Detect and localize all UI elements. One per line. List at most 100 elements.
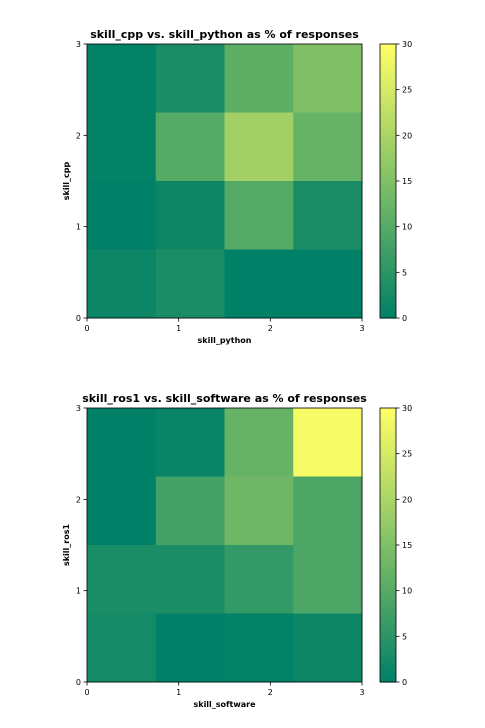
colorbar-segment bbox=[380, 526, 396, 532]
colorbar-tick-label: 20 bbox=[402, 495, 412, 504]
x-axis-label: skill_software bbox=[193, 700, 256, 709]
colorbar-segment bbox=[380, 522, 396, 528]
colorbar-segment bbox=[380, 240, 396, 246]
colorbar-tick-label: 0 bbox=[402, 314, 407, 323]
colorbar-tick-label: 10 bbox=[402, 223, 412, 232]
colorbar-segment bbox=[380, 222, 396, 228]
colorbar-segment bbox=[380, 57, 396, 63]
colorbar-segment bbox=[380, 618, 396, 624]
heatmap-cell bbox=[87, 44, 157, 113]
colorbar-segment bbox=[380, 531, 396, 537]
colorbar-segment bbox=[380, 613, 396, 619]
colorbar-segment bbox=[380, 417, 396, 423]
colorbar-segment bbox=[380, 444, 396, 450]
colorbar-segment bbox=[380, 254, 396, 260]
colorbar-segment bbox=[380, 554, 396, 560]
colorbar-segment bbox=[380, 558, 396, 564]
heatmap-cell bbox=[224, 249, 294, 319]
heatmap-cell bbox=[87, 476, 157, 546]
heatmap-cell bbox=[155, 545, 225, 614]
colorbar-segment bbox=[380, 535, 396, 542]
colorbar-segment bbox=[380, 185, 396, 191]
heatmap-cell bbox=[87, 408, 157, 477]
x-tick-label: 3 bbox=[359, 324, 364, 333]
colorbar-segment bbox=[380, 299, 396, 305]
y-tick-label: 0 bbox=[76, 678, 81, 687]
colorbar-segment bbox=[380, 203, 396, 209]
y-tick-label: 3 bbox=[76, 404, 81, 413]
colorbar-segment bbox=[380, 308, 396, 315]
colorbar-tick-label: 30 bbox=[402, 404, 412, 413]
colorbar-segment bbox=[380, 167, 396, 173]
colorbar-segment bbox=[380, 121, 396, 127]
colorbar-segment bbox=[380, 408, 396, 414]
x-axis-label: skill_python bbox=[198, 336, 252, 345]
colorbar-segment bbox=[380, 208, 396, 214]
colorbar-segment bbox=[380, 439, 396, 446]
colorbar-segment bbox=[380, 622, 396, 628]
colorbar-segment bbox=[380, 139, 396, 146]
colorbar-segment bbox=[380, 153, 396, 159]
colorbar-segment bbox=[380, 627, 396, 633]
colorbar-segment bbox=[380, 590, 396, 596]
colorbar-segment bbox=[380, 98, 396, 104]
heatmap-cell bbox=[293, 545, 363, 614]
colorbar-segment bbox=[380, 503, 396, 510]
x-tick-label: 2 bbox=[268, 324, 273, 333]
colorbar-segment bbox=[380, 231, 396, 237]
heatmap-cell bbox=[224, 613, 294, 683]
colorbar-segment bbox=[380, 171, 396, 178]
heatmap-cell bbox=[224, 181, 294, 250]
colorbar-segment bbox=[380, 295, 396, 301]
colorbar-segment bbox=[380, 71, 396, 77]
colorbar-segment bbox=[380, 513, 396, 519]
colorbar-segment bbox=[380, 476, 396, 482]
y-tick-label: 3 bbox=[76, 40, 81, 49]
colorbar-segment bbox=[380, 267, 396, 273]
y-axis-label: skill_cpp bbox=[62, 161, 71, 200]
heatmap-cell bbox=[87, 112, 157, 182]
heatmap-chart-2: skill_ros1 vs. skill_software as % of re… bbox=[62, 392, 412, 709]
colorbar-segment bbox=[380, 53, 396, 59]
heatmap-cell bbox=[155, 181, 225, 250]
colorbar-segment bbox=[380, 412, 396, 418]
colorbar-segment bbox=[380, 481, 396, 487]
colorbar-segment bbox=[380, 149, 396, 155]
colorbar-segment bbox=[380, 663, 396, 669]
colorbar-segment bbox=[380, 467, 396, 473]
y-axis-label: skill_ros1 bbox=[62, 524, 71, 567]
colorbar-segment bbox=[380, 281, 396, 287]
heatmap-cell bbox=[155, 112, 225, 182]
colorbar-segment bbox=[380, 604, 396, 610]
colorbar-segment bbox=[380, 499, 396, 505]
colorbar-segment bbox=[380, 563, 396, 569]
heatmap-cell bbox=[293, 181, 363, 250]
colorbar-segment bbox=[380, 494, 396, 500]
colorbar-segment bbox=[380, 130, 396, 136]
heatmap-cell bbox=[224, 545, 294, 614]
colorbar-segment bbox=[380, 126, 396, 132]
colorbar-tick-label: 5 bbox=[402, 632, 407, 641]
heatmap-cell bbox=[293, 44, 363, 113]
colorbar-segment bbox=[380, 430, 396, 436]
heatmap-cell bbox=[87, 613, 157, 683]
colorbar-tick-label: 25 bbox=[402, 86, 412, 95]
y-tick-label: 2 bbox=[76, 495, 81, 504]
colorbar-segment bbox=[380, 595, 396, 601]
colorbar-segment bbox=[380, 235, 396, 241]
colorbar-segment bbox=[380, 453, 396, 459]
colorbar-segment bbox=[380, 290, 396, 296]
colorbar-segment bbox=[380, 272, 396, 278]
colorbar-segment bbox=[380, 567, 396, 573]
colorbar-segment bbox=[380, 549, 396, 555]
colorbar-segment bbox=[380, 263, 396, 269]
heatmap-cell bbox=[155, 44, 225, 113]
plot-frame bbox=[86, 43, 363, 319]
heatmap-cell bbox=[87, 181, 157, 250]
heatmap-cell bbox=[224, 408, 294, 477]
y-tick-label: 2 bbox=[76, 131, 81, 140]
colorbar-segment bbox=[380, 517, 396, 523]
colorbar-segment bbox=[380, 490, 396, 496]
colorbar-segment bbox=[380, 212, 396, 219]
colorbar-segment bbox=[380, 85, 396, 91]
